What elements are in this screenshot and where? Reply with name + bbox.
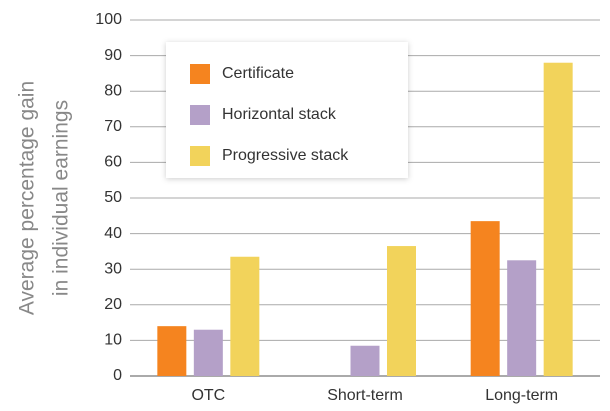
bar [507,260,537,376]
y-tick-label: 90 [104,47,122,64]
legend-label: Horizontal stack [222,106,337,123]
bar [193,329,223,376]
bar [543,62,573,376]
y-tick-label: 60 [104,154,122,171]
legend-label: Certificate [222,65,294,82]
y-tick-label: 20 [104,296,122,313]
x-tick-label: Short-term [327,387,403,404]
y-tick-label: 50 [104,189,122,206]
y-tick-label: 0 [113,367,122,384]
y-tick-label: 70 [104,118,122,135]
y-tick-label: 30 [104,260,122,277]
bar [157,326,187,376]
legend-label: Progressive stack [222,147,349,164]
legend-swatch [190,64,210,84]
legend-swatch [190,105,210,125]
bar [470,221,500,376]
bar [350,345,380,376]
bar [230,256,260,376]
y-tick-label: 100 [95,11,122,28]
legend: Certificate Horizontal stack Progressive s… [166,42,408,178]
x-tick-label: Long-term [485,387,558,404]
x-tick-label: OTC [191,387,225,404]
y-tick-label: 40 [104,225,122,242]
y-axis-label: Average percentage gain [16,81,39,315]
bar [387,246,416,376]
y-axis-label: in individual earnings [50,100,73,296]
y-tick-label: 80 [104,82,122,99]
legend-swatch [190,146,210,166]
y-tick-label: 10 [104,332,122,349]
